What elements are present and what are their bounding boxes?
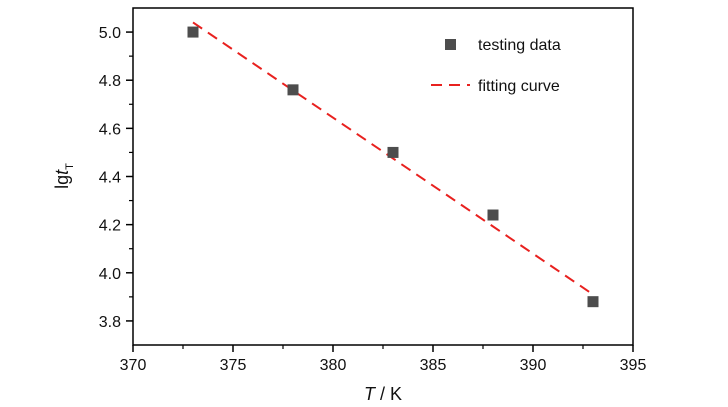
data-point <box>587 296 599 308</box>
y-tick-label: 5.0 <box>99 25 121 42</box>
y-tick-label: 4.2 <box>99 218 121 235</box>
data-point <box>187 26 199 38</box>
x-axis-title-unit: / K <box>375 384 402 404</box>
y-axis-title-base: lg <box>52 175 72 189</box>
y-tick-label: 4.6 <box>99 121 121 138</box>
data-point <box>487 209 499 221</box>
x-tick-label: 385 <box>420 357 447 374</box>
y-tick-label: 4.4 <box>99 170 121 187</box>
legend-marker-testing-data <box>445 39 456 50</box>
data-point <box>287 84 299 96</box>
legend-label-testing-data: testing data <box>478 37 561 54</box>
y-axis-title-subscript: T <box>64 163 76 170</box>
data-point <box>387 146 399 158</box>
x-tick-label: 370 <box>120 357 147 374</box>
y-tick-label: 4.8 <box>99 73 121 90</box>
x-tick-label: 395 <box>620 357 647 374</box>
y-tick-label: 4.0 <box>99 266 121 283</box>
x-tick-label: 390 <box>520 357 547 374</box>
x-tick-label: 380 <box>320 357 347 374</box>
x-axis-ticks: 370 375 380 385 390 395 <box>120 345 647 374</box>
y-axis-title: lgtT <box>52 163 76 189</box>
x-axis-title: T / K <box>364 384 402 404</box>
plot-frame <box>132 7 634 346</box>
y-tick-label: 3.8 <box>99 314 121 331</box>
y-axis-ticks: 3.8 4.0 4.2 4.4 4.6 4.8 5.0 <box>99 25 133 331</box>
fitting-curve-line <box>192 21 594 296</box>
y-axis-title-symbol: t <box>52 169 72 175</box>
x-axis-title-symbol: T <box>364 384 377 404</box>
series-layer <box>187 21 599 308</box>
x-tick-label: 375 <box>220 357 247 374</box>
legend: testing data fitting curve <box>431 37 561 95</box>
legend-label-fitting-curve: fitting curve <box>478 78 560 95</box>
